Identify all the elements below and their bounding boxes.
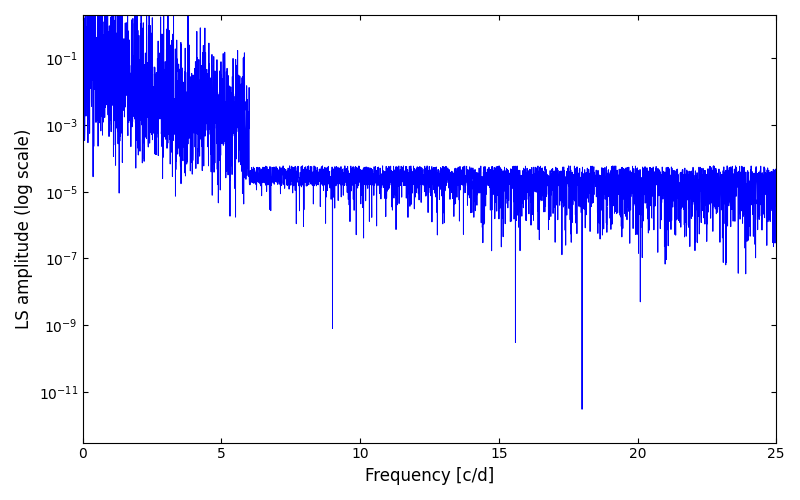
X-axis label: Frequency [c/d]: Frequency [c/d] (365, 467, 494, 485)
Y-axis label: LS amplitude (log scale): LS amplitude (log scale) (15, 128, 33, 329)
